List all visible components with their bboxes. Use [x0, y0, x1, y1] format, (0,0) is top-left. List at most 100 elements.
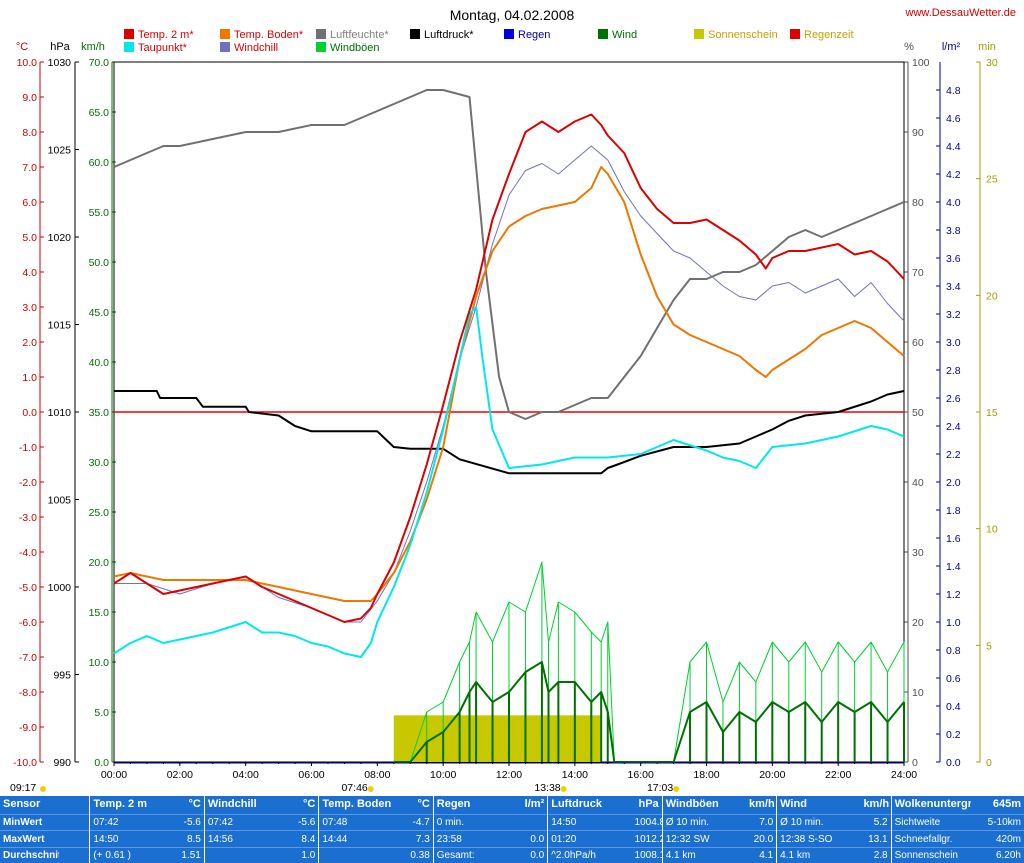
- minutes-axis-tick-label: 20: [986, 290, 998, 302]
- temp-axis-tick-label: 0.0: [22, 407, 37, 419]
- table-cell-value: 5.2: [860, 813, 892, 831]
- pressure-axis-tick-label: 1000: [48, 582, 72, 594]
- table-cell: 4.1 km: [776, 846, 861, 863]
- rain-axis-tick-label: 1.2: [946, 589, 961, 601]
- legend-swatch: [220, 42, 230, 52]
- table-cell: 12:38 S-SO: [776, 830, 861, 848]
- table-cell-value: 0.0: [517, 830, 548, 848]
- table-header-unit: km/h: [748, 798, 775, 811]
- rain-axis-tick-label: 2.6: [946, 393, 961, 405]
- table-cell-value: 0.0: [517, 846, 548, 863]
- table-header: Windchill: [203, 796, 289, 815]
- temp-axis-tick-label: 10.0: [17, 57, 38, 69]
- temp-axis-tick-label: 4.0: [22, 267, 37, 279]
- legend-swatch: [316, 29, 326, 39]
- x-tick-label: 16:00: [628, 769, 654, 781]
- table-cell: Schneefallgr.: [890, 830, 971, 848]
- table-header: Windböen: [661, 796, 746, 815]
- legend-label: Wind: [612, 29, 637, 41]
- table-cell: Gesamt:: [432, 846, 518, 863]
- pressure-axis-tick-label: 1020: [48, 232, 72, 244]
- sunshine-bar: [393, 715, 602, 762]
- axes: °C 10.0 9.0 8.0 7.0 6.0 5.0 4.0 3.0 2.0 1.0 0.0 -1.0…: [13, 41, 998, 781]
- wind-axis-tick-label: 0.0: [94, 757, 109, 769]
- legend-label: Luftdruck*: [424, 29, 474, 41]
- sun-icon: [367, 786, 374, 792]
- rain-axis-tick-label: 4.8: [946, 85, 961, 97]
- humidity-axis-tick-label: 10: [912, 687, 924, 699]
- table-header-unit: °C: [188, 798, 201, 811]
- rain-axis-tick-label: 0.8: [946, 645, 961, 657]
- table-cell-value: 0.38: [402, 846, 434, 863]
- x-tick-label: 20:00: [759, 769, 785, 781]
- wind-axis-tick-label: 15.0: [89, 607, 110, 619]
- minutes-axis-tick-label: 10: [986, 524, 998, 536]
- table-cell-value: 1008.1: [631, 846, 663, 863]
- legend-label: Luftfeuchte*: [330, 29, 389, 41]
- table-cell: 0 min.: [432, 813, 518, 831]
- site-link[interactable]: www.DessauWetter.de: [905, 7, 1016, 19]
- sun-time-label: 13:38: [534, 782, 560, 794]
- temp-axis-tick-label: 9.0: [22, 92, 37, 104]
- legend-swatch: [124, 42, 134, 52]
- legend-label: Sonnenschein: [708, 29, 778, 41]
- temp-axis-tick-label: 6.0: [22, 197, 37, 209]
- temp-axis-tick-label: 7.0: [22, 162, 37, 174]
- legend-label: Taupunkt*: [138, 42, 188, 54]
- table-cell-value: 6.20h: [970, 846, 1024, 863]
- table-cell: 14:44: [318, 830, 403, 848]
- legend-swatch: [220, 29, 230, 39]
- table-cell: 07:42: [203, 813, 289, 831]
- sun-time-label: 07:46: [341, 782, 367, 794]
- table-cell-value: 2.8: [860, 846, 892, 863]
- pressure-line: [114, 390, 905, 475]
- table-header-unit: hPa: [638, 798, 659, 811]
- sun-icon: [40, 786, 46, 792]
- statistics-table: Sensor Temp. 2 m °C Windchill °C Temp. Boden °…: [0, 796, 1024, 863]
- wind-axis-tick-label: 50.0: [89, 257, 110, 269]
- humidity-line: [113, 89, 905, 420]
- wind-axis-tick-label: 60.0: [89, 157, 110, 169]
- pressure-axis-unit: hPa: [50, 41, 70, 53]
- x-tick-label: 10:00: [430, 769, 456, 781]
- temp-axis-tick-label: 8.0: [22, 127, 37, 139]
- table-cell-value: 5-10km: [970, 813, 1024, 831]
- legend: Temp. 2 m*Taupunkt* Temp. Boden*Windchill…: [124, 29, 854, 54]
- x-tick-label: 22:00: [825, 769, 851, 781]
- temp-2m-line: [113, 113, 905, 623]
- rain-axis-tick-label: 3.8: [946, 225, 961, 237]
- table-cell: [318, 846, 403, 863]
- legend-label: Regen: [518, 29, 550, 41]
- windchill-line: [114, 145, 905, 623]
- pressure-axis-tick-label: 1025: [48, 145, 72, 157]
- wind-axis-tick-label: 20.0: [89, 557, 110, 569]
- legend-swatch: [598, 29, 608, 39]
- temp-axis-tick-label: 2.0: [22, 337, 37, 349]
- legend-swatch: [504, 29, 514, 39]
- table-cell: (+ 0.61 ): [89, 846, 174, 863]
- table-cell: [203, 846, 289, 863]
- table-cell-value: -5.6: [173, 813, 205, 831]
- x-tick-label: 14:00: [562, 769, 588, 781]
- temp-axis-tick-label: 3.0: [22, 302, 37, 314]
- rain-axis-tick-label: 4.6: [946, 113, 961, 125]
- minutes-axis-tick-label: 5: [986, 640, 992, 652]
- x-tick-label: 06:00: [298, 769, 324, 781]
- rain-axis-tick-label: 1.0: [946, 617, 961, 629]
- x-tick-label: 00:00: [101, 769, 127, 781]
- rain-axis-tick-label: 0.2: [946, 729, 961, 741]
- sun-time-label: 09:17: [10, 782, 36, 794]
- table-cell-value: 420m: [970, 830, 1024, 848]
- temp-axis-tick-label: -3.0: [19, 512, 37, 524]
- rain-axis-tick-label: 3.0: [946, 337, 961, 349]
- wind-axis-tick-label: 10.0: [89, 657, 110, 669]
- humidity-axis-tick-label: 30: [912, 547, 924, 559]
- gust-line: [393, 561, 905, 763]
- temp-axis-tick-label: -9.0: [19, 722, 37, 734]
- table-cell: 14:56: [203, 830, 289, 848]
- table-cell-value: 13.1: [860, 830, 892, 848]
- table-header: Sensor: [3, 798, 41, 811]
- wind-axis-tick-label: 45.0: [89, 307, 110, 319]
- table-cell-value: -5.6: [288, 813, 319, 831]
- table-header: Wolkenuntergr.: [890, 796, 971, 815]
